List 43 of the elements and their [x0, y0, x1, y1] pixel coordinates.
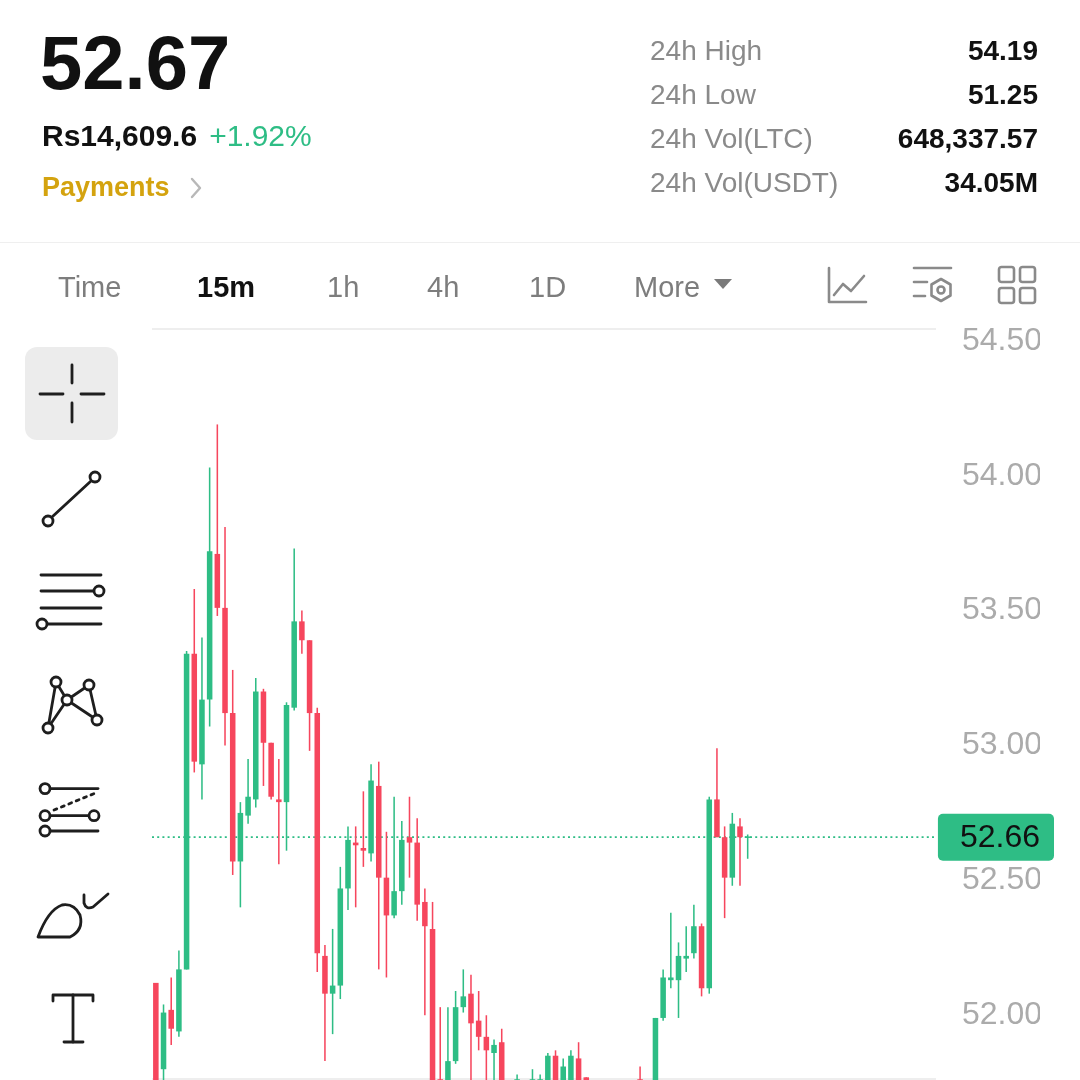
- text: Rs14,609.6: [42, 118, 198, 152]
- candlestick: [460, 968, 467, 1014]
- text: Payments: [42, 172, 170, 203]
- candlestick: [737, 817, 743, 887]
- y-tick-label: 53.50: [962, 590, 1043, 627]
- text: 648,337.57: [897, 123, 1038, 155]
- text: 1h: [327, 271, 360, 304]
- text: 24h High: [650, 35, 763, 67]
- candlestick: [406, 795, 413, 879]
- text: 34.05M: [944, 167, 1038, 199]
- candlestick: [299, 609, 305, 655]
- text: More: [634, 271, 701, 304]
- text: 51.25: [967, 79, 1038, 111]
- text: 1D: [529, 271, 567, 304]
- text: +1.92%: [209, 118, 312, 152]
- candlestick: [560, 1057, 566, 1080]
- text: 24h Vol(LTC): [650, 123, 813, 155]
- text: Time: [58, 271, 122, 304]
- text: 24h Low: [650, 79, 756, 111]
- candlestick: [245, 758, 251, 825]
- text: 4h: [427, 271, 460, 304]
- text: 24h Vol(USDT): [650, 167, 839, 199]
- candlestick: [514, 1073, 520, 1080]
- y-tick-label: 53.00: [962, 725, 1043, 762]
- y-tick-label: 52.50: [962, 860, 1043, 897]
- ref-line-label: 52.66: [959, 818, 1040, 855]
- y-tick-label: 52.00: [962, 995, 1043, 1032]
- candlestick: [445, 1006, 451, 1080]
- y-tick-label: 54.50: [962, 320, 1043, 357]
- candlestick: [168, 976, 174, 1046]
- candlestick: [360, 790, 367, 868]
- text: 15m: [197, 271, 256, 304]
- candlestick: [437, 1006, 443, 1080]
- text: 52.67: [40, 19, 231, 105]
- y-tick-label: 54.00: [962, 455, 1043, 492]
- candlestick: [575, 1041, 582, 1080]
- candlestick: [683, 925, 689, 973]
- candlestick: [537, 1073, 543, 1080]
- candlestick: [637, 1065, 643, 1080]
- candlestick: [491, 1038, 497, 1080]
- text: 54.19: [967, 35, 1038, 67]
- candlestick: [276, 758, 282, 865]
- candlestick: [668, 911, 674, 990]
